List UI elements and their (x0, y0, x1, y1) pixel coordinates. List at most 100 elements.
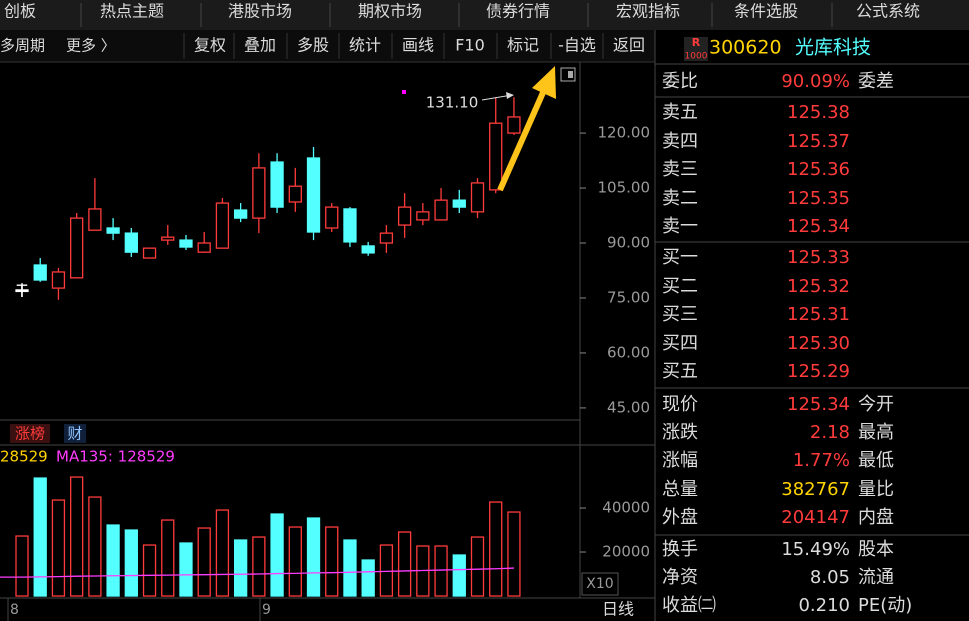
toolbar-button[interactable]: 多股 (297, 36, 329, 55)
highlight-arrowhead (532, 66, 556, 99)
volume-bar (507, 511, 521, 597)
quote-label: 最低 (858, 450, 894, 471)
volume-bar (233, 539, 248, 597)
candle-body (379, 232, 394, 244)
candle-body (88, 208, 102, 231)
candle-body (470, 182, 485, 213)
menu-item[interactable]: 港股市场 (228, 2, 292, 21)
quote-value: 2.18 (810, 422, 850, 443)
quote-value: 125.35 (787, 188, 850, 209)
quote-label: 总量 (662, 479, 698, 500)
toolbar-button[interactable]: 统计 (349, 36, 381, 55)
quote-value: 125.29 (787, 361, 850, 382)
toolbar-button[interactable]: 标记 (507, 36, 539, 55)
y-tick-label: 120.00 (598, 124, 651, 142)
date-label: 9 (262, 602, 271, 618)
menu-item[interactable]: 宏观指标 (616, 2, 680, 21)
quote-value: 125.30 (787, 333, 850, 354)
y-tick-label: 75.00 (607, 288, 650, 306)
volume-bar (434, 545, 448, 597)
tag-bg (10, 424, 50, 443)
badge (684, 37, 708, 61)
y-tick-label: 45.00 (607, 398, 650, 416)
quote-value: 1.77% (793, 450, 850, 471)
menu-item[interactable]: 期权市场 (358, 2, 422, 21)
scale-box (581, 572, 619, 596)
quote-value: 0.210 (798, 595, 850, 616)
toolbar-button[interactable]: 画线 (402, 36, 434, 55)
quote-value: 125.31 (787, 304, 850, 325)
tag[interactable]: 财 (67, 425, 82, 443)
candle-body (434, 199, 448, 221)
quote-label: 买二 (662, 276, 698, 297)
ma-line (21, 567, 514, 578)
quote-value: 125.36 (787, 159, 850, 180)
y-tick-label: 40000 (602, 499, 650, 517)
quote-label: 卖一 (662, 216, 698, 237)
tag[interactable]: 涨榜 (15, 425, 45, 443)
menu-item[interactable]: 条件选股 (734, 2, 798, 21)
toolbar-button[interactable]: 复权 (194, 36, 226, 55)
volume-bar (252, 536, 266, 597)
quote-label: 委比 (662, 71, 698, 92)
quote-label: 换手 (662, 539, 698, 560)
toolbar-item[interactable]: 多周期 (0, 37, 45, 55)
menu-item[interactable]: 热点主题 (100, 2, 164, 21)
quote-value: 90.09% (781, 71, 850, 92)
marker-label: T (16, 282, 28, 302)
volume-bar (142, 544, 157, 597)
toolbar-item[interactable]: 更多 〉 (66, 37, 116, 55)
volume-bar (124, 529, 138, 597)
candle-body (397, 206, 412, 226)
candle-body (106, 227, 120, 234)
volume-bar (288, 526, 302, 597)
annotation-arrowhead (506, 92, 514, 99)
badge-text: R (692, 36, 701, 49)
quote-value: 125.34 (787, 394, 850, 415)
candle-body (33, 264, 47, 281)
quote-label: 净资 (662, 567, 698, 588)
menu-item[interactable]: 创板 (4, 2, 36, 21)
volume-bar (106, 524, 120, 597)
highlight-arrow (497, 86, 548, 192)
stock-code: 300620 (709, 37, 782, 59)
window-icon[interactable] (560, 67, 576, 82)
quote-value: 125.37 (787, 131, 850, 152)
quote-label: 涨幅 (662, 450, 698, 471)
volume-bar (270, 513, 284, 597)
volume-bar (379, 544, 394, 597)
toolbar-button[interactable]: F10 (455, 36, 485, 55)
menu-item[interactable]: 债券行情 (486, 2, 550, 21)
volume-bar (179, 542, 193, 597)
volume-bar (306, 517, 321, 597)
volume-bar (33, 477, 47, 597)
candle-body (270, 161, 284, 208)
quote-label: PE(动) (858, 595, 912, 616)
quote-label: 涨跌 (662, 422, 698, 443)
volume-bar (51, 499, 66, 597)
quote-label: 收益㈡ (662, 595, 716, 616)
volume-bar (361, 559, 375, 597)
quote-label: 股本 (858, 539, 894, 560)
candle-body (288, 185, 302, 203)
quote-value: 125.34 (787, 216, 850, 237)
quote-label: 卖四 (662, 131, 698, 152)
candle-body (361, 245, 375, 254)
candle-body (306, 157, 321, 233)
period-label[interactable]: 日线 (602, 600, 634, 619)
menu-item[interactable]: 公式系统 (856, 2, 920, 21)
toolbar-button[interactable]: -自选 (558, 36, 596, 55)
candle-body (161, 236, 175, 241)
stock-name: 光库科技 (795, 37, 871, 59)
quote-value: 382767 (781, 479, 850, 500)
quote-label: 外盘 (662, 507, 698, 528)
toolbar-button[interactable]: 叠加 (244, 36, 276, 55)
candle-body (507, 116, 521, 134)
window-icon (568, 71, 573, 78)
volume-bar (452, 554, 466, 597)
candle-body (70, 217, 84, 279)
toolbar (0, 30, 655, 62)
annotation: 131.10 (426, 94, 479, 112)
toolbar-button[interactable]: 返回 (613, 36, 645, 55)
